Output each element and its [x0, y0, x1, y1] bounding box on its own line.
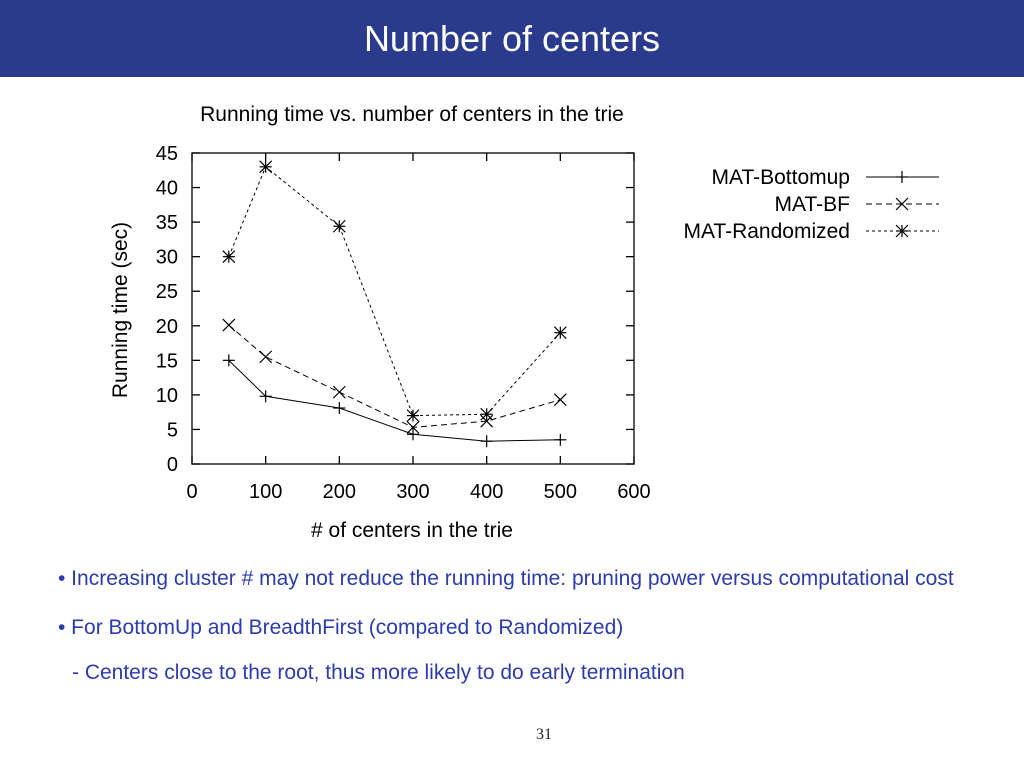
series-line-3 [228, 166, 561, 417]
y-tick-label: 5 [167, 419, 178, 441]
y-tick-label: 15 [156, 350, 178, 372]
data-point [332, 219, 346, 233]
y-tick-label: 25 [156, 281, 178, 303]
bullet-item: • Increasing cluster # may not reduce th… [58, 567, 954, 590]
legend-marker [895, 224, 909, 238]
legend-label: MAT-Bottomup [712, 166, 851, 189]
data-point [333, 402, 346, 415]
y-tick-label: 35 [156, 212, 178, 234]
data-point [406, 420, 420, 434]
y-tick-label: 30 [156, 247, 178, 269]
data-point [553, 326, 567, 340]
bullet-item: • For BottomUp and BreadthFirst (compare… [58, 616, 624, 639]
y-tick-label: 20 [156, 316, 178, 338]
x-tick-label: 400 [470, 481, 503, 503]
page-number: 31 [536, 726, 552, 743]
legend-label: MAT-Randomized [683, 220, 850, 243]
x-tick-label: 200 [323, 481, 356, 503]
data-point [554, 433, 567, 446]
data-point [407, 428, 419, 441]
x-tick-label: 500 [544, 481, 577, 503]
legend-marker [895, 197, 909, 211]
data-point [259, 350, 273, 364]
y-axis-label: Running time (sec) [109, 222, 132, 398]
data-point [332, 385, 346, 399]
x-axis-label: # of centers in the trie [311, 519, 513, 542]
data-point [259, 390, 272, 403]
y-tick-label: 40 [156, 178, 178, 200]
data-point [480, 414, 494, 428]
x-tick-label: 300 [396, 481, 429, 503]
data-point [259, 160, 273, 174]
data-point [480, 407, 494, 421]
series-line-1 [228, 359, 561, 442]
data-point [406, 409, 420, 423]
x-tick-label: 0 [186, 481, 197, 503]
y-tick-label: 10 [156, 385, 178, 407]
y-tick-label: 0 [167, 454, 178, 476]
data-point [222, 354, 235, 367]
legend-label: MAT-BF [775, 193, 850, 216]
legend-marker [896, 171, 908, 183]
data-point [222, 250, 236, 264]
running-time-chart: 0 5 10 15 20 25 30 35 40 45 0 100 200 300 400 500 600 Run… [109, 103, 939, 542]
slide-title: Number of centers [363, 18, 661, 59]
sub-bullet-item: - Centers close to the root, thus more l… [72, 661, 685, 684]
y-tick-label: 45 [156, 143, 178, 165]
x-tick-label: 600 [617, 481, 650, 503]
series-line-2 [228, 324, 561, 428]
title-bar [0, 0, 1024, 77]
x-tick-label: 100 [249, 481, 282, 503]
data-point [553, 393, 567, 407]
data-point [480, 435, 493, 448]
data-point [222, 318, 236, 332]
chart-title: Running time vs. number of centers in th… [200, 103, 624, 126]
bullet-list: • Increasing cluster # may not reduce th… [58, 564, 998, 687]
